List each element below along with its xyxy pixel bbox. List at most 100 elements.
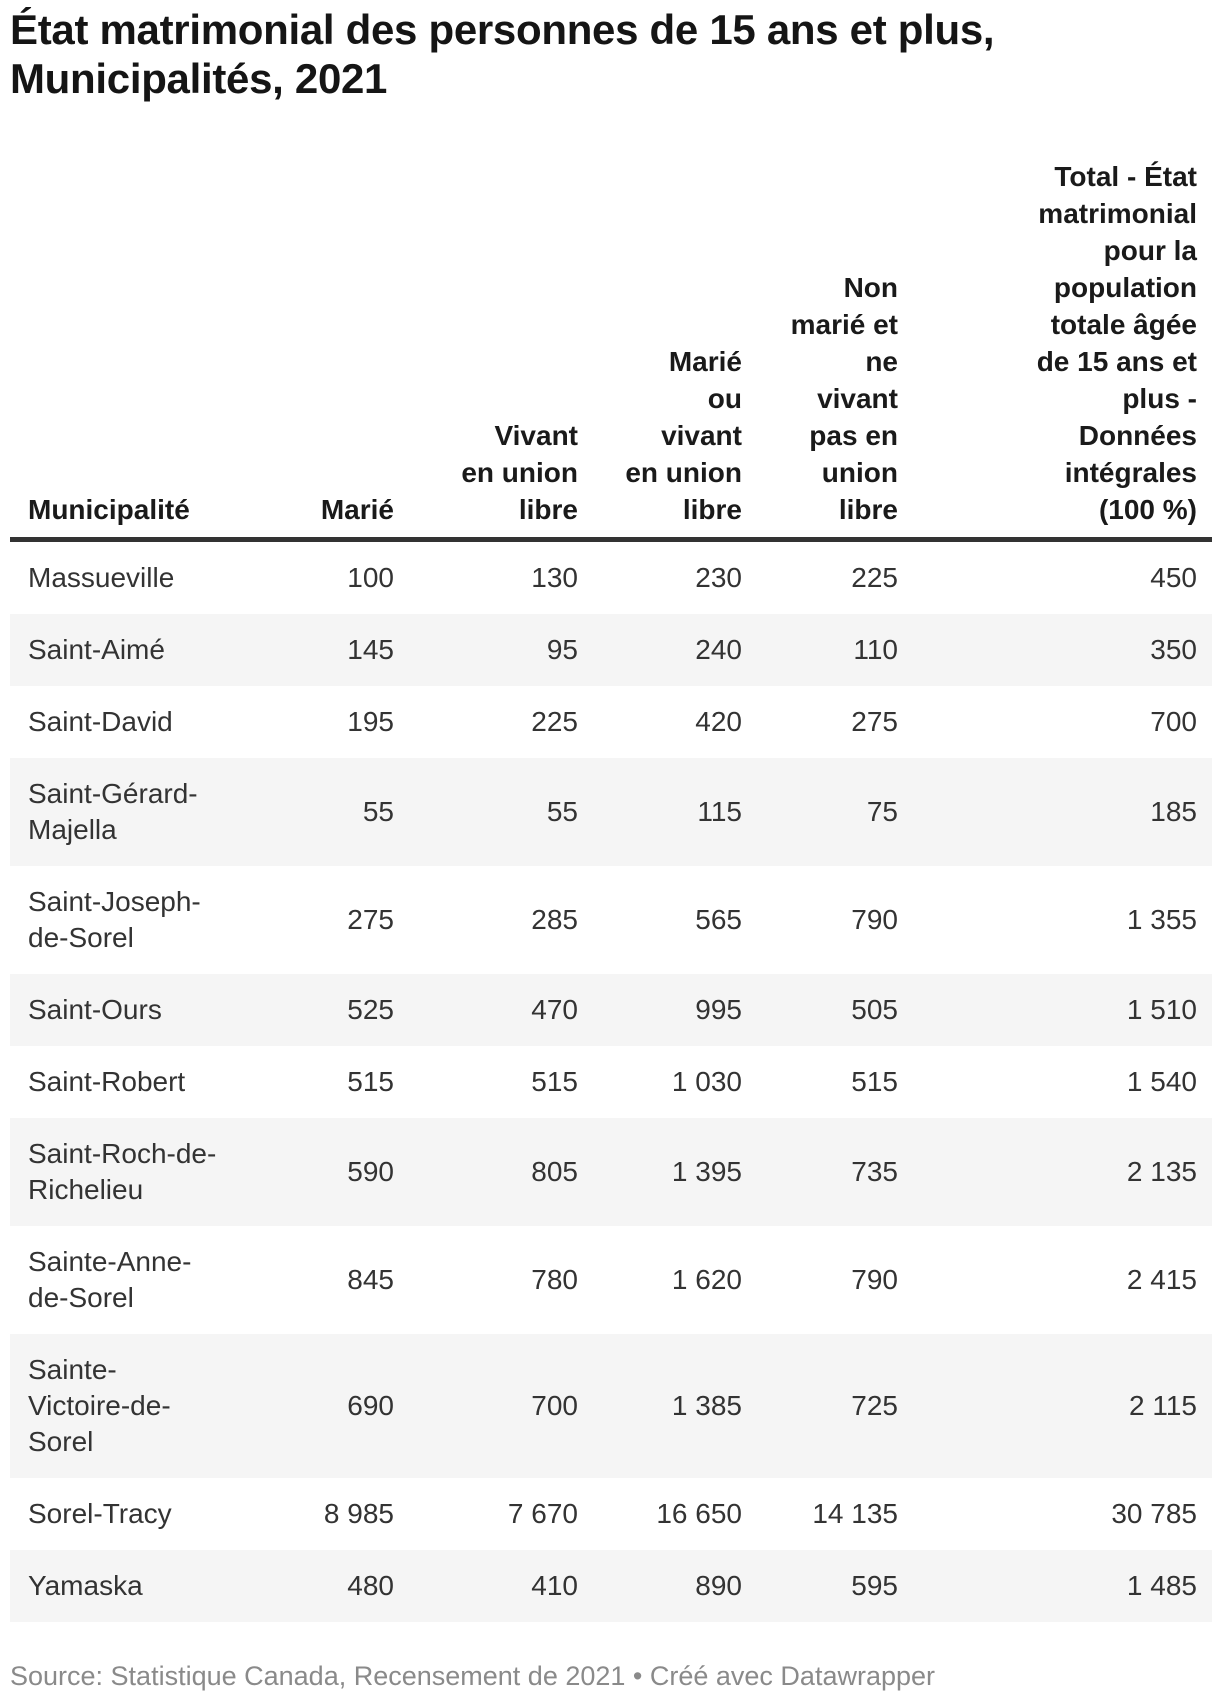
column-header-municipalite: Municipalité [10, 158, 219, 542]
table-row: Sainte- Victoire-de- Sorel 690 700 1 385 725… [10, 1334, 1212, 1478]
value-cell: 845 [347, 1264, 394, 1295]
value-cell: 480 [347, 1570, 394, 1601]
value-cell: 690 [347, 1390, 394, 1421]
value-cell: 275 [347, 904, 394, 935]
value-cell: 1 485 [1126, 1570, 1197, 1601]
value-cell: 350 [1150, 634, 1197, 665]
value-cell: 470 [531, 994, 578, 1025]
municipality-cell: Saint-Roch-de- Richelieu [28, 1138, 217, 1205]
table-body: Massueville 100 130 230 225 450 Saint-Aimé 145 9… [10, 540, 1212, 1622]
value-cell: 515 [851, 1066, 898, 1097]
municipality-cell: Sainte-Anne- de-Sorel [28, 1246, 192, 1313]
table-row: Saint-David 195 225 420 275 700 [10, 686, 1212, 758]
value-cell: 14 135 [812, 1498, 898, 1529]
municipality-cell: Saint-Aimé [28, 634, 165, 665]
value-cell: 790 [851, 1264, 898, 1295]
table-header-row: Municipalité Marié Vivant en union libre Ma… [10, 158, 1212, 542]
value-cell: 8 985 [323, 1498, 394, 1529]
column-header-vivant-union-libre: Vivant en union libre [409, 158, 593, 542]
municipality-cell: Saint-David [28, 706, 173, 737]
value-cell: 2 415 [1126, 1264, 1197, 1295]
table-row: Saint-Joseph- de-Sorel 275 285 565 790 1 355 [10, 866, 1212, 974]
value-cell: 195 [347, 706, 394, 737]
value-cell: 100 [347, 562, 394, 593]
value-cell: 130 [531, 562, 578, 593]
table-row: Saint-Robert 515 515 1 030 515 1 540 [10, 1046, 1212, 1118]
source-text: Source: Statistique Canada, Recensement … [10, 1661, 626, 1691]
value-cell: 1 620 [671, 1264, 742, 1295]
value-cell: 1 355 [1126, 904, 1197, 935]
municipality-cell: Yamaska [28, 1570, 143, 1601]
value-cell: 2 135 [1126, 1156, 1197, 1187]
value-cell: 225 [531, 706, 578, 737]
value-cell: 700 [531, 1390, 578, 1421]
table-row: Saint-Roch-de- Richelieu 590 805 1 395 735 2 … [10, 1118, 1212, 1226]
value-cell: 110 [853, 634, 898, 665]
datawrapper-credit-link[interactable]: Créé avec Datawrapper [649, 1661, 936, 1691]
municipality-cell: Sorel-Tracy [28, 1498, 172, 1529]
value-cell: 275 [851, 706, 898, 737]
column-header-marie-ou-union-libre: Marié ou vivant en union libre [593, 158, 757, 542]
municipality-cell: Saint-Gérard- Majella [28, 778, 198, 845]
value-cell: 595 [851, 1570, 898, 1601]
value-cell: 30 785 [1111, 1498, 1197, 1529]
municipality-cell: Massueville [28, 562, 175, 593]
value-cell: 95 [546, 634, 578, 665]
value-cell: 55 [546, 796, 578, 827]
column-header-marie: Marié [219, 158, 409, 542]
marital-status-table: Municipalité Marié Vivant en union libre Ma… [10, 158, 1212, 1622]
value-cell: 525 [347, 994, 394, 1025]
value-cell: 590 [347, 1156, 394, 1187]
table-row: Massueville 100 130 230 225 450 [10, 540, 1212, 615]
table-row: Saint-Aimé 145 95 240 110 350 [10, 614, 1212, 686]
page-title: État matrimonial des personnes de 15 ans… [10, 6, 995, 102]
value-cell: 1 540 [1126, 1066, 1197, 1097]
value-cell: 725 [851, 1390, 898, 1421]
municipality-cell: Saint-Robert [28, 1066, 186, 1097]
value-cell: 1 030 [671, 1066, 742, 1097]
value-cell: 2 115 [1129, 1390, 1197, 1421]
value-cell: 225 [851, 562, 898, 593]
column-header-non-marie: Non marié et ne vivant pas en union libr… [757, 158, 913, 542]
table-row: Saint-Ours 525 470 995 505 1 510 [10, 974, 1212, 1046]
value-cell: 515 [347, 1066, 394, 1097]
value-cell: 805 [531, 1156, 578, 1187]
value-cell: 735 [851, 1156, 898, 1187]
footer: Source: Statistique Canada, Recensement … [10, 1659, 1210, 1693]
value-cell: 450 [1150, 562, 1197, 593]
value-cell: 7 670 [507, 1498, 578, 1529]
value-cell: 115 [697, 796, 742, 827]
value-cell: 515 [531, 1066, 578, 1097]
value-cell: 1 395 [671, 1156, 742, 1187]
value-cell: 700 [1150, 706, 1197, 737]
value-cell: 890 [695, 1570, 742, 1601]
value-cell: 55 [362, 796, 394, 827]
value-cell: 230 [695, 562, 742, 593]
value-cell: 505 [851, 994, 898, 1025]
table-row: Yamaska 480 410 890 595 1 485 [10, 1550, 1212, 1622]
value-cell: 145 [347, 634, 394, 665]
table-row: Saint-Gérard- Majella 55 55 115 75 185 [10, 758, 1212, 866]
value-cell: 995 [695, 994, 742, 1025]
value-cell: 1 385 [671, 1390, 742, 1421]
footer-separator: • [625, 1661, 650, 1691]
table-row: Sorel-Tracy 8 985 7 670 16 650 14 135 30 785 [10, 1478, 1212, 1550]
value-cell: 16 650 [656, 1498, 742, 1529]
value-cell: 240 [695, 634, 742, 665]
value-cell: 565 [695, 904, 742, 935]
table-row: Sainte-Anne- de-Sorel 845 780 1 620 790 2 415 [10, 1226, 1212, 1334]
municipality-cell: Sainte- Victoire-de- Sorel [28, 1354, 171, 1457]
value-cell: 1 510 [1126, 994, 1197, 1025]
value-cell: 420 [695, 706, 742, 737]
municipality-cell: Saint-Joseph- de-Sorel [28, 886, 201, 953]
municipality-cell: Saint-Ours [28, 994, 162, 1025]
value-cell: 185 [1150, 796, 1197, 827]
column-header-total: Total - État matrimonial pour la populat… [913, 158, 1212, 542]
value-cell: 790 [851, 904, 898, 935]
value-cell: 75 [866, 796, 898, 827]
table-header: Municipalité Marié Vivant en union libre Ma… [10, 158, 1212, 542]
value-cell: 410 [531, 1570, 578, 1601]
value-cell: 780 [531, 1264, 578, 1295]
value-cell: 285 [531, 904, 578, 935]
